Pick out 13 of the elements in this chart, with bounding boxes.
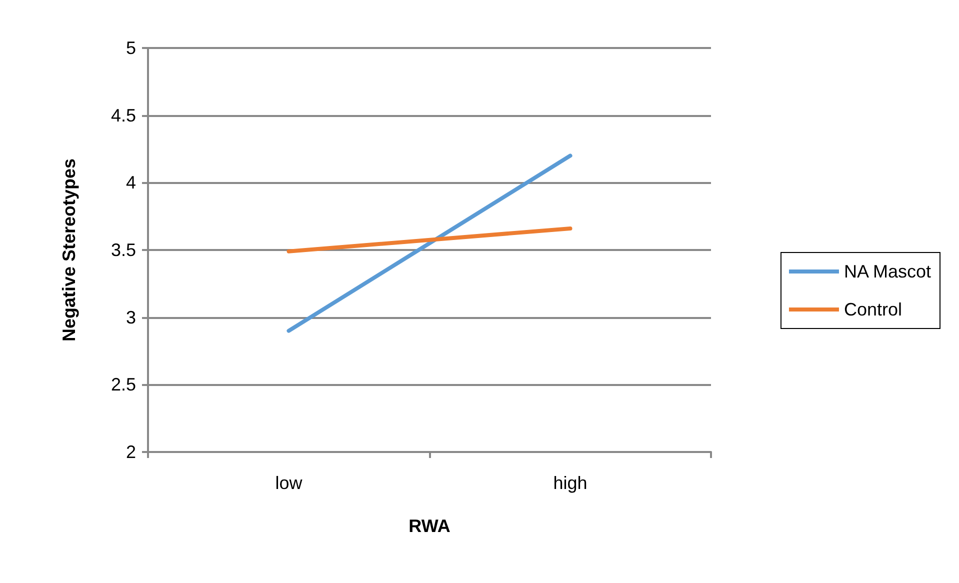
y-axis-title: Negative Stereotypes bbox=[59, 158, 79, 342]
legend-label: NA Mascot bbox=[844, 262, 932, 282]
x-axis-title: RWA bbox=[408, 516, 450, 536]
x-tick-label: low bbox=[275, 473, 304, 493]
y-tick-label: 2 bbox=[126, 442, 136, 462]
y-tick-label: 3.5 bbox=[110, 240, 136, 260]
legend-label: Control bbox=[844, 300, 902, 320]
y-tick-label: 3 bbox=[126, 307, 136, 328]
x-tick-label: high bbox=[553, 473, 588, 493]
y-tick-label: 2.5 bbox=[110, 374, 136, 395]
y-tick-label: 4.5 bbox=[110, 105, 136, 126]
y-tick-label: 5 bbox=[126, 38, 136, 58]
y-tick-label: 4 bbox=[126, 172, 136, 193]
